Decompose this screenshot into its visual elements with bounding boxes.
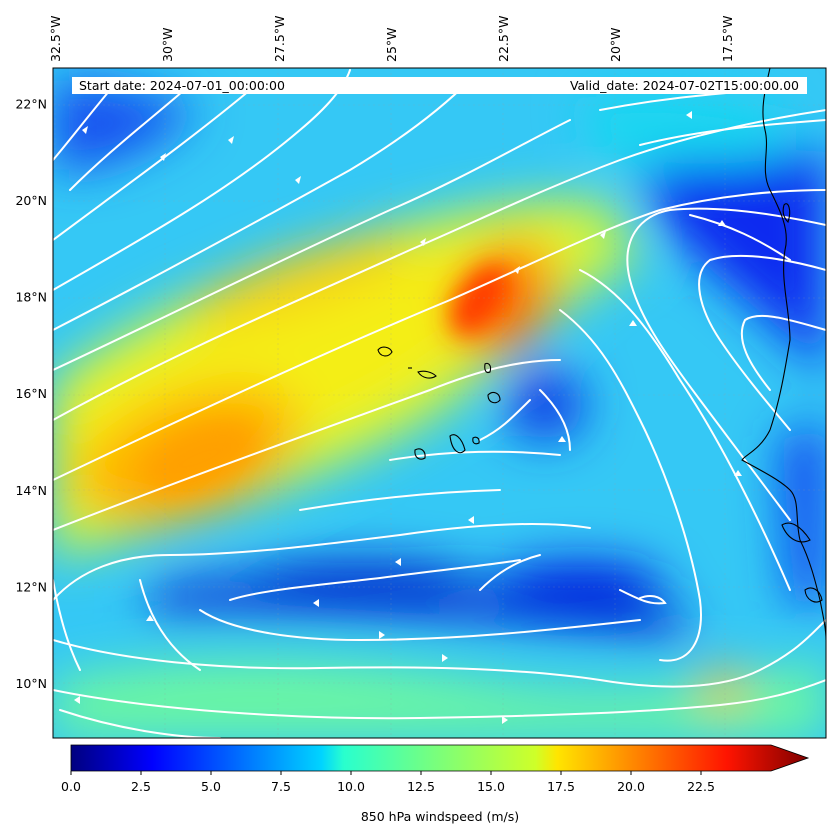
colorbar-tick-label: 5.0 xyxy=(201,779,221,794)
lon-tick-label: 27.5°W xyxy=(272,16,287,62)
colorbar-tick-label: 2.5 xyxy=(131,779,151,794)
colorbar-label: 850 hPa windspeed (m/s) xyxy=(361,809,519,824)
colorbar-ticks: 0.0 2.5 5.0 7.5 10.0 12.5 15.0 17.5 20.0 22.5 xyxy=(61,771,715,794)
lon-tick-label: 30°W xyxy=(160,27,175,62)
map-frame xyxy=(52,67,827,739)
longitude-tick-labels: 32.5°W 30°W 27.5°W 25°W 22.5°W 20°W 17.5°W xyxy=(48,16,735,62)
colorbar-tick-label: 10.0 xyxy=(337,779,365,794)
graticule xyxy=(53,68,826,738)
lat-tick-label: 10°N xyxy=(15,676,47,691)
lon-tick-label: 17.5°W xyxy=(720,16,735,62)
map-panel xyxy=(53,68,826,738)
coastlines xyxy=(377,68,826,641)
wind-speed-heatmap xyxy=(53,68,826,738)
lon-tick-label: 20°W xyxy=(608,27,623,62)
valid-date-label: Valid_date: 2024-07-02T15:00:00.00 xyxy=(570,78,799,93)
lon-tick-label: 22.5°W xyxy=(496,16,511,62)
lat-tick-label: 12°N xyxy=(15,579,47,594)
streamline-arrows xyxy=(74,111,742,724)
lon-tick-label: 32.5°W xyxy=(48,16,63,62)
start-date-label: Start date: 2024-07-01_00:00:00 xyxy=(79,78,285,93)
colorbar-tick-label: 0.0 xyxy=(61,779,81,794)
colorbar-tick-label: 7.5 xyxy=(271,779,291,794)
colorbar-tick-label: 20.0 xyxy=(617,779,645,794)
lat-tick-label: 22°N xyxy=(15,96,47,111)
lat-tick-label: 20°N xyxy=(15,193,47,208)
colorbar-tick-label: 17.5 xyxy=(547,779,575,794)
colorbar: 0.0 2.5 5.0 7.5 10.0 12.5 15.0 17.5 20.0 22.5 850… xyxy=(61,744,810,824)
colorbar-tick-label: 22.5 xyxy=(687,779,715,794)
lat-tick-label: 14°N xyxy=(15,483,47,498)
header-banner xyxy=(72,77,807,94)
latitude-tick-labels: 10°N 12°N 14°N 16°N 18°N 20°N 22°N xyxy=(15,96,47,691)
colorbar-tick-label: 12.5 xyxy=(407,779,435,794)
lat-tick-label: 18°N xyxy=(15,290,47,305)
colorbar-tick-label: 15.0 xyxy=(477,779,505,794)
lon-tick-label: 25°W xyxy=(384,27,399,62)
streamlines xyxy=(53,69,826,738)
colorbar-gradient xyxy=(70,744,810,772)
lat-tick-label: 16°N xyxy=(15,386,47,401)
